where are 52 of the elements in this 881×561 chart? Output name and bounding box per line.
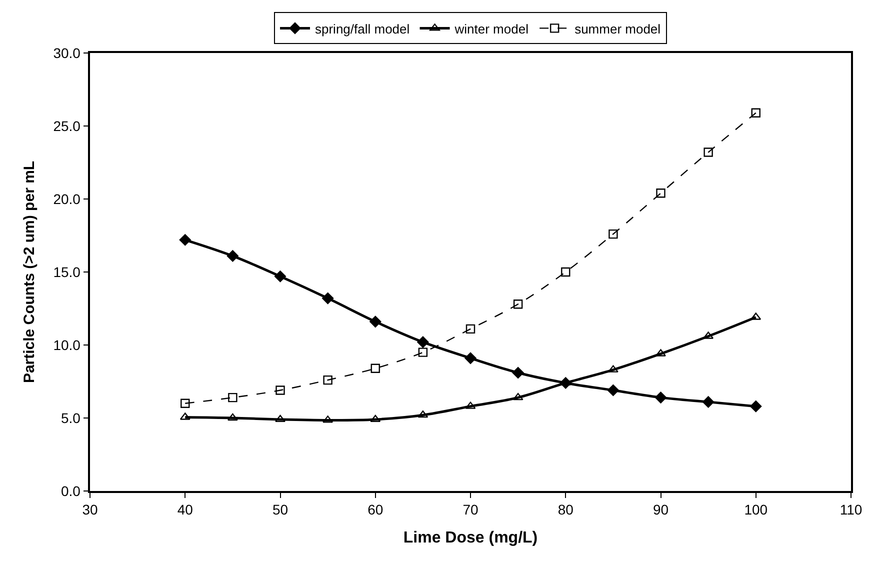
x-tick-label: 30 [82, 502, 98, 518]
x-tick-label: 60 [368, 502, 384, 518]
x-axis-title: Lime Dose (mg/L) [403, 530, 538, 547]
point [370, 364, 380, 373]
point [751, 108, 760, 118]
y-tick-label: 20.0 [53, 190, 81, 207]
y-axis-title: Particle Counts (>2 um) per mL [20, 160, 38, 384]
point [750, 400, 762, 412]
point [226, 250, 238, 262]
y-tick-label: 30.0 [53, 44, 81, 61]
point [702, 396, 714, 408]
point [180, 398, 190, 408]
point [607, 384, 619, 396]
x-tick-label: 40 [177, 502, 194, 518]
legend-label: summer model [574, 21, 661, 36]
point [227, 413, 238, 421]
point [512, 366, 524, 379]
point [228, 392, 238, 402]
y-tick-label: 15.0 [53, 264, 81, 280]
point [656, 349, 666, 356]
point [656, 188, 666, 198]
y-tick-label: 25.0 [53, 118, 81, 134]
x-tick-label: 100 [744, 502, 768, 518]
point [704, 148, 713, 157]
y-tick-label: 10.0 [53, 336, 81, 353]
point [417, 336, 429, 348]
x-tick-label: 70 [462, 502, 478, 518]
point [513, 300, 523, 309]
point [370, 316, 382, 328]
point [466, 324, 476, 334]
point [418, 410, 428, 418]
x-tick-label: 90 [652, 502, 669, 518]
x-tick-label: 80 [558, 502, 574, 518]
point [322, 292, 334, 304]
point [654, 392, 667, 404]
point [561, 267, 570, 277]
point [276, 386, 285, 395]
point [464, 352, 476, 364]
point [274, 270, 286, 282]
point [323, 375, 332, 385]
legend-label: spring/fall model [315, 21, 410, 36]
point [370, 414, 381, 422]
point [512, 392, 524, 400]
y-tick-label: 0.0 [60, 482, 81, 499]
point [418, 348, 428, 357]
point [179, 234, 191, 246]
point [608, 229, 618, 239]
x-tick-label: 110 [840, 502, 862, 518]
legend-label: winter model [454, 21, 529, 36]
y-tick-label: 5.0 [60, 410, 81, 426]
x-tick-label: 50 [272, 502, 288, 518]
point [275, 414, 286, 422]
